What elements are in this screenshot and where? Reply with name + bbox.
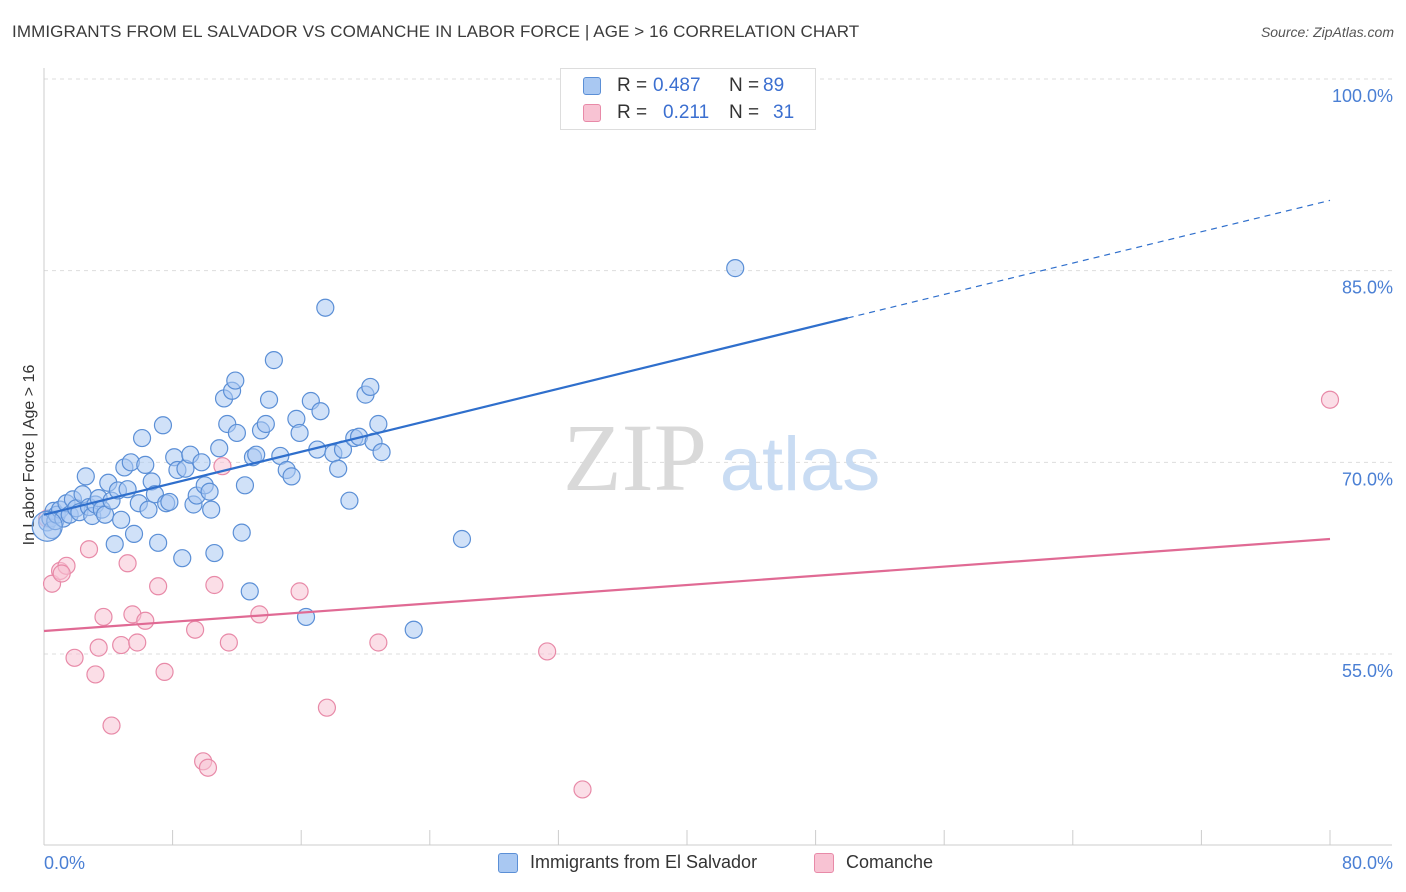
- data-point-el-salvador: [311, 402, 330, 421]
- data-point-el-salvador: [76, 467, 95, 486]
- data-point-el-salvador: [205, 543, 224, 563]
- data-point-el-salvador: [452, 529, 472, 549]
- r-value: 0.211: [663, 102, 710, 123]
- data-point-el-salvador: [210, 439, 229, 458]
- n-label: N =: [729, 102, 760, 123]
- data-point-el-salvador: [235, 476, 255, 495]
- legend-item-comanche[interactable]: Comanche: [814, 852, 933, 873]
- r-value: 0.487: [653, 75, 701, 96]
- data-point-el-salvador: [105, 535, 124, 554]
- data-point-comanche: [317, 698, 337, 717]
- data-point-comanche: [369, 633, 388, 652]
- x-tick-label-max: 80.0%: [1342, 853, 1393, 873]
- data-point-comanche: [128, 633, 147, 652]
- legend-item-el-salvador[interactable]: Immigrants from El Salvador: [498, 852, 757, 873]
- source-label: Source: ZipAtlas.com: [1260, 24, 1394, 40]
- legend-label-comanche: Comanche: [846, 852, 934, 872]
- data-point-comanche: [573, 780, 592, 799]
- trendlines: [43, 199, 1331, 633]
- y-tick-label: 85.0%: [1342, 278, 1393, 298]
- data-point-el-salvador: [192, 453, 211, 472]
- data-point-comanche: [155, 662, 174, 681]
- n-value: 89: [763, 75, 785, 96]
- data-point-el-salvador: [173, 549, 192, 568]
- data-point-comanche: [65, 648, 84, 667]
- data-point-comanche: [112, 635, 131, 655]
- data-point-el-salvador: [340, 491, 359, 510]
- y-tick-label: 55.0%: [1342, 661, 1393, 681]
- data-point-comanche: [290, 582, 309, 601]
- data-point-el-salvador: [372, 443, 391, 462]
- trendline-el-salvador-extension: [847, 199, 1331, 319]
- data-point-el-salvador: [316, 298, 335, 317]
- tick-labels: 55.0% 70.0% 85.0% 100.0% 0.0% 80.0%: [44, 86, 1393, 873]
- data-point-el-salvador: [259, 390, 279, 409]
- data-point-el-salvador: [282, 467, 301, 486]
- data-point-comanche: [219, 633, 238, 652]
- data-point-comanche: [118, 554, 137, 573]
- data-point-comanche: [89, 638, 108, 657]
- x-tick-label-min: 0.0%: [44, 853, 85, 873]
- r-label: R =: [617, 102, 648, 123]
- data-point-el-salvador: [361, 377, 380, 397]
- stats-legend: R = 0.487 N = 89 R = 0.211 N = 31: [560, 68, 816, 130]
- data-point-el-salvador: [200, 482, 219, 501]
- data-point-el-salvador: [149, 533, 168, 552]
- data-point-comanche: [186, 620, 205, 639]
- data-point-el-salvador: [136, 455, 155, 474]
- data-point-el-salvador: [404, 620, 423, 639]
- data-point-comanche: [86, 665, 105, 684]
- trendline-comanche: [43, 537, 1331, 633]
- data-point-comanche: [136, 611, 155, 630]
- watermark-zip: ZIP: [563, 404, 707, 511]
- axes: [43, 68, 1392, 846]
- data-point-el-salvador: [329, 459, 348, 478]
- legend-swatch-blue: [583, 77, 601, 95]
- data-point-comanche: [79, 540, 99, 559]
- n-value: 31: [773, 102, 795, 123]
- data-point-el-salvador: [264, 351, 283, 370]
- data-point-comanche: [538, 642, 557, 661]
- data-point-comanche: [52, 564, 71, 583]
- watermark-atlas: atlas: [720, 422, 881, 507]
- data-point-el-salvador: [112, 510, 131, 529]
- legend-swatch-pink: [583, 104, 601, 122]
- data-point-el-salvador: [726, 259, 745, 278]
- data-point-comanche: [205, 575, 224, 595]
- data-point-comanche: [149, 577, 168, 596]
- data-point-el-salvador: [256, 414, 275, 434]
- data-point-el-salvador: [124, 524, 144, 543]
- chart-title: IMMIGRANTS FROM EL SALVADOR VS COMANCHE …: [12, 22, 860, 41]
- data-point-el-salvador: [226, 371, 245, 390]
- data-point-el-salvador: [160, 492, 179, 512]
- n-label: N =: [729, 75, 760, 96]
- legend-label-el-salvador: Immigrants from El Salvador: [530, 852, 758, 872]
- gridlines: [44, 78, 1392, 655]
- data-point-el-salvador-cluster: [31, 510, 63, 542]
- y-tick-label: 100.0%: [1332, 86, 1393, 106]
- legend-swatch-pink: [814, 852, 834, 873]
- trendline-el-salvador: [43, 316, 849, 516]
- r-label: R =: [617, 75, 648, 96]
- data-point-el-salvador: [139, 500, 158, 519]
- data-point-el-salvador: [132, 428, 152, 448]
- data-point-el-salvador: [227, 423, 246, 443]
- data-point-comanche: [102, 716, 121, 735]
- data-point-el-salvador: [290, 423, 309, 443]
- series-el-salvador: [31, 259, 745, 639]
- data-point-comanche: [94, 607, 113, 627]
- y-tick-label: 70.0%: [1342, 469, 1393, 489]
- data-point-comanche: [198, 758, 218, 777]
- data-point-el-salvador: [369, 414, 388, 434]
- data-point-el-salvador: [240, 582, 259, 601]
- data-point-el-salvador: [232, 523, 251, 542]
- data-point-el-salvador: [202, 500, 221, 519]
- series-legend: Immigrants from El Salvador Comanche: [0, 852, 1406, 876]
- legend-swatch-blue: [498, 852, 518, 873]
- data-point-comanche: [1320, 390, 1340, 409]
- data-point-el-salvador: [153, 416, 173, 435]
